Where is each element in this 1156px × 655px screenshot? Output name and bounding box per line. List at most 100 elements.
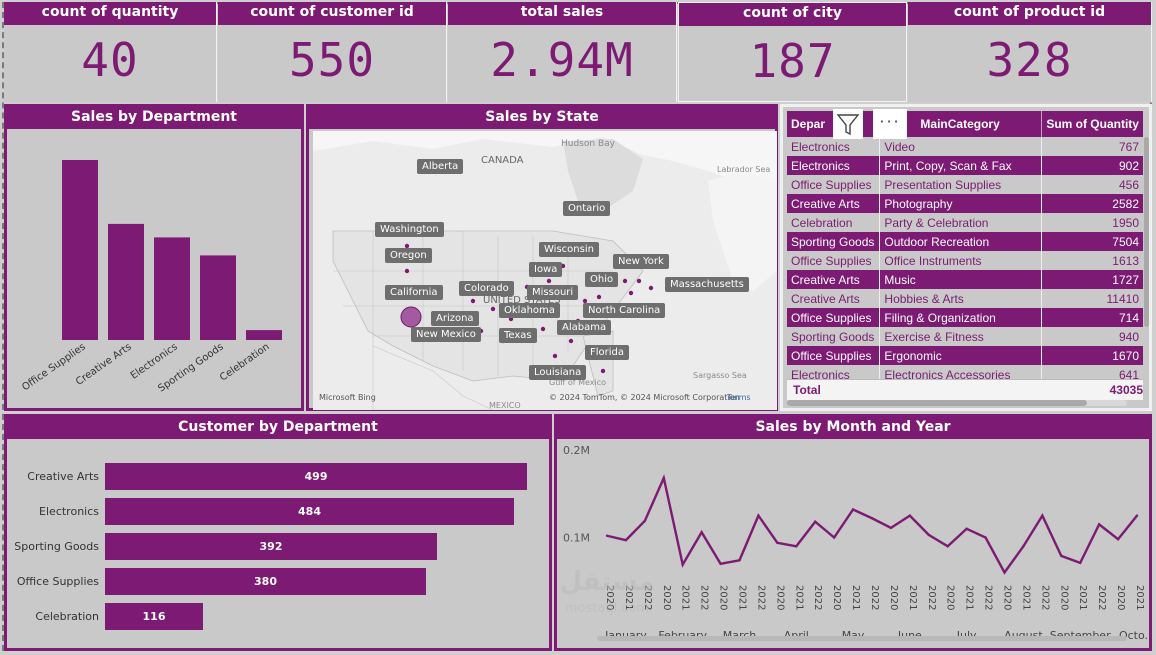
- table-row[interactable]: Electronics Print, Copy, Scan & Fax 902: [787, 156, 1143, 175]
- sales-by-department-panel[interactable]: Sales by Department Office Supplies Creat…: [4, 104, 304, 411]
- bar-electronics[interactable]: [154, 237, 190, 340]
- matrix-table-container[interactable]: Depar MainCategory Sum of Quantity Elect…: [787, 111, 1143, 379]
- kpi-total-sales[interactable]: total sales 2.94M: [448, 2, 677, 102]
- data-point[interactable]: [643, 519, 647, 523]
- data-point[interactable]: [624, 538, 628, 542]
- data-point[interactable]: [1022, 545, 1025, 548]
- table-row[interactable]: Creative Arts Music 1727: [787, 270, 1143, 289]
- data-point[interactable]: [681, 563, 684, 566]
- data-point[interactable]: [719, 562, 722, 565]
- bar-office-supplies[interactable]: 380: [105, 568, 426, 595]
- data-point[interactable]: [946, 545, 949, 548]
- table-row[interactable]: Creative Arts Hobbies & Arts 11410: [787, 289, 1143, 308]
- table-row[interactable]: Creative Arts Photography 2582: [787, 194, 1143, 213]
- data-point[interactable]: [1079, 561, 1082, 565]
- kpi-count-of-product-id[interactable]: count of product id 328: [908, 2, 1152, 102]
- bar-sporting-goods[interactable]: 392: [105, 533, 437, 560]
- bar-celebration[interactable]: 116: [105, 603, 203, 630]
- table-row[interactable]: Celebration Party & Celebration 1950: [787, 213, 1143, 232]
- map-label-state[interactable]: Missouri: [527, 285, 579, 300]
- map-label-state[interactable]: Louisiana: [529, 365, 587, 380]
- horizontal-scrollbar[interactable]: [597, 636, 1127, 641]
- sales-by-state-panel[interactable]: Sales by State Hudson Bay CANADA Labrado…: [306, 104, 778, 411]
- map-label-state[interactable]: Ohio: [585, 272, 619, 287]
- map-label-state[interactable]: Washington: [375, 222, 444, 237]
- data-point[interactable]: [776, 541, 779, 544]
- bar-creative-arts[interactable]: [108, 223, 144, 340]
- map-label-state[interactable]: New Mexico: [411, 327, 481, 342]
- horizontal-scrollbar[interactable]: [787, 400, 1127, 406]
- map-label-state[interactable]: North Carolina: [583, 303, 666, 318]
- filter-icon[interactable]: [833, 109, 863, 139]
- panel-title: Sales by State: [309, 106, 775, 129]
- data-point[interactable]: [1041, 514, 1044, 517]
- scrollbar-thumb[interactable]: [787, 400, 1087, 406]
- map-bing-logo: Microsoft Bing: [319, 393, 376, 402]
- data-point[interactable]: [908, 514, 912, 517]
- data-point[interactable]: [832, 536, 836, 539]
- bar-creative-arts[interactable]: 499: [105, 463, 527, 490]
- more-options-icon[interactable]: ···: [873, 109, 907, 139]
- table-row[interactable]: Electronics Video 767: [787, 137, 1143, 156]
- x-tick-year: 2021: [1077, 585, 1088, 610]
- x-tick-year: 2022: [869, 585, 880, 610]
- data-point[interactable]: [795, 545, 798, 548]
- bar-electronics[interactable]: 484: [105, 498, 514, 525]
- map-label-state[interactable]: Oklahoma: [499, 303, 560, 318]
- column-header-department[interactable]: Depar: [791, 117, 826, 131]
- data-point[interactable]: [1060, 554, 1063, 558]
- data-point[interactable]: [757, 514, 760, 517]
- data-point[interactable]: [1116, 538, 1120, 541]
- table-row[interactable]: Office Supplies Office Instruments 1613: [787, 251, 1143, 270]
- bar-celebration[interactable]: [246, 330, 282, 340]
- map-label-state[interactable]: Alberta: [417, 159, 464, 174]
- map-label-state[interactable]: Texas: [499, 328, 537, 343]
- table-row[interactable]: Sporting Goods Exercise & Fitness 940: [787, 327, 1143, 346]
- table-row[interactable]: Office Supplies Filing & Organization 714: [787, 308, 1143, 327]
- kpi-count-of-quantity[interactable]: count of quantity 40: [4, 2, 217, 102]
- matrix-panel[interactable]: Depar MainCategory Sum of Quantity Elect…: [780, 104, 1152, 411]
- table-row[interactable]: Sporting Goods Outdoor Recreation 7504: [787, 232, 1143, 251]
- column-header-sum-of-quantity[interactable]: Sum of Quantity: [1041, 111, 1143, 137]
- table-row[interactable]: Electronics Electronics Accessories 641: [787, 365, 1143, 379]
- customer-by-department-panel[interactable]: Customer by Department Creative Arts 499 E…: [4, 414, 552, 651]
- data-point[interactable]: [662, 476, 665, 480]
- kpi-count-of-customer-id[interactable]: count of customer id 550: [218, 2, 447, 102]
- table-row[interactable]: Office Supplies Presentation Supplies 456: [787, 175, 1143, 194]
- data-point[interactable]: [605, 534, 609, 537]
- sales-by-month-panel[interactable]: Sales by Month and Year 0.2M 0.1M 2020 2021…: [554, 414, 1152, 651]
- data-point[interactable]: [738, 559, 741, 562]
- bar-office-supplies[interactable]: [62, 160, 98, 340]
- data-point[interactable]: [984, 536, 987, 539]
- data-point[interactable]: [851, 508, 855, 511]
- sales-line[interactable]: [606, 474, 1138, 575]
- table-row[interactable]: Office Supplies Ergonomic 1670: [787, 346, 1143, 365]
- cell-quantity: 1950: [1041, 213, 1143, 232]
- data-point[interactable]: [1003, 571, 1006, 574]
- data-point[interactable]: [927, 533, 930, 537]
- data-point[interactable]: [1135, 514, 1139, 517]
- data-point[interactable]: [700, 531, 703, 534]
- map-label-state[interactable]: Alabama: [557, 320, 612, 335]
- vertical-scrollbar[interactable]: [1144, 137, 1149, 327]
- map-label-state[interactable]: Ontario: [563, 201, 611, 216]
- data-point[interactable]: [1097, 523, 1101, 526]
- map-label-state[interactable]: Massachusetts: [665, 277, 749, 292]
- data-point[interactable]: [870, 517, 874, 520]
- data-point[interactable]: [889, 526, 893, 530]
- map-terms-link[interactable]: Terms: [727, 393, 751, 402]
- kpi-count-of-city[interactable]: count of city 187: [678, 2, 907, 102]
- map-label-state[interactable]: Arizona: [431, 311, 479, 326]
- map-label-state[interactable]: New York: [613, 254, 669, 269]
- data-point[interactable]: [965, 527, 968, 530]
- bar-sporting-goods[interactable]: [200, 255, 236, 340]
- map-label-state[interactable]: Wisconsin: [539, 242, 599, 257]
- state-map[interactable]: Hudson Bay CANADA Labrador Sea UNITED ST…: [313, 131, 777, 410]
- map-label-state[interactable]: Oregon: [385, 248, 432, 263]
- map-label-state[interactable]: Iowa: [529, 262, 563, 277]
- map-label-state[interactable]: Colorado: [459, 281, 514, 296]
- map-label-state[interactable]: California: [385, 285, 443, 300]
- data-point[interactable]: [814, 520, 817, 523]
- map-label-state[interactable]: Florida: [585, 345, 630, 360]
